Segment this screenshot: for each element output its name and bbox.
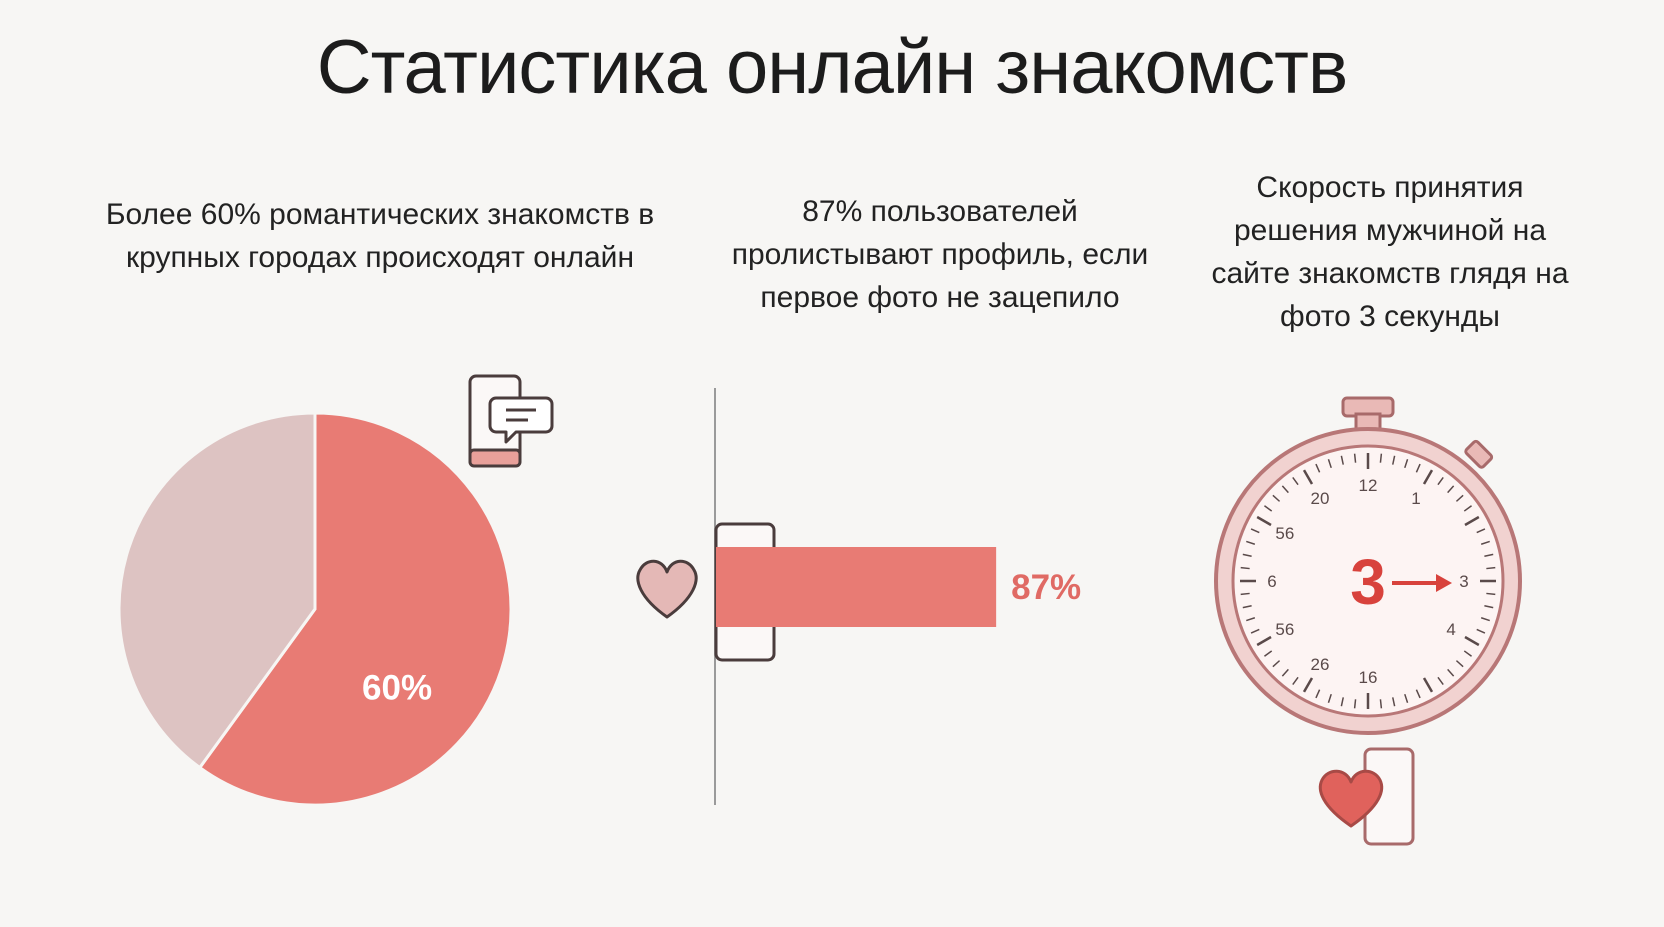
dial-label: 3	[1459, 572, 1468, 591]
bar-label-0: 87%	[1011, 568, 1081, 607]
dial-tick	[1455, 494, 1464, 502]
phone-heart-icon	[1318, 747, 1415, 846]
dial-tick	[1480, 540, 1490, 545]
pie-slice-label-0: 60%	[362, 669, 432, 708]
dial-tick	[1302, 469, 1314, 485]
dial-tick	[1250, 628, 1260, 634]
heart-icon	[636, 559, 698, 619]
dial-label: 20	[1311, 489, 1330, 508]
dial-tick	[1281, 668, 1289, 677]
dial-tick	[1353, 699, 1357, 709]
dial-label: 4	[1446, 620, 1455, 639]
dial-tick	[1272, 494, 1281, 502]
dial-tick	[1292, 676, 1299, 685]
dial-tick	[1463, 505, 1472, 512]
dial-label: 1	[1411, 489, 1420, 508]
stopwatch-value: 3	[1350, 546, 1386, 618]
page-title: Статистика онлайн знакомств	[316, 25, 1349, 110]
dial-ticks	[1240, 453, 1496, 709]
dial-tick	[1256, 515, 1272, 527]
dial-tick	[1486, 566, 1496, 570]
dial-label: 56	[1275, 620, 1294, 639]
dial-tick	[1404, 693, 1409, 703]
dial-tick	[1404, 459, 1409, 469]
dial-tick	[1327, 693, 1332, 703]
dial-tick	[1256, 635, 1272, 647]
dial-label: 56	[1275, 524, 1294, 543]
dial-tick	[1476, 528, 1486, 534]
dial-tick	[1484, 553, 1494, 557]
dial-tick	[1437, 676, 1444, 685]
dial-tick	[1455, 660, 1464, 668]
dial-tick	[1463, 650, 1472, 657]
stopwatch-arrow-head	[1436, 574, 1452, 592]
dial-tick	[1315, 689, 1321, 699]
caption-online-dating: Более 60% романтических знакомств в круп…	[105, 198, 655, 274]
dial-tick	[1464, 515, 1480, 527]
dial-tick	[1264, 650, 1273, 657]
dial-tick	[1447, 668, 1455, 677]
dial-tick	[1392, 697, 1396, 707]
dial-label: 26	[1311, 655, 1330, 674]
dial-tick	[1240, 592, 1250, 596]
dial-tick	[1415, 689, 1421, 699]
dial-tick	[1486, 592, 1496, 596]
bar-chart: 87%	[716, 547, 1081, 627]
dial-labels: 12 1 3 4 16 26 56 6 56 20	[1267, 476, 1468, 687]
dial-tick	[1292, 477, 1299, 486]
dial-tick	[1250, 528, 1260, 534]
caption-profile-swipe: 87% пользователей пролистывают профиль, …	[731, 195, 1149, 314]
pie-slice-1	[117, 411, 317, 770]
dial-tick	[1422, 677, 1434, 693]
dial-tick	[1272, 660, 1281, 668]
dial-tick	[1240, 566, 1250, 570]
bar-0	[716, 547, 997, 627]
dial-tick	[1340, 697, 1344, 707]
dial-tick	[1302, 677, 1314, 693]
dial-tick	[1437, 477, 1444, 486]
dial-tick	[1480, 617, 1490, 622]
dial-tick	[1353, 453, 1357, 463]
pie-slice-0	[197, 411, 513, 807]
dial-tick	[1379, 453, 1383, 463]
dial-tick	[1464, 635, 1480, 647]
dial-tick	[1340, 455, 1344, 465]
dial-tick	[1415, 463, 1421, 473]
dial-tick	[1484, 605, 1494, 609]
dial-tick	[1379, 699, 1383, 709]
dial-label: 6	[1267, 572, 1276, 591]
dial-tick	[1422, 469, 1434, 485]
dial-tick	[1447, 485, 1455, 494]
dial-tick	[1246, 540, 1256, 545]
dial-tick	[1264, 505, 1273, 512]
caption-decision-speed: Скорость принятия решения мужчиной на са…	[1211, 171, 1569, 333]
stopwatch-icon: 12 1 3 4 16 26 56 6 56 20 3	[1214, 396, 1522, 735]
dial-tick	[1392, 455, 1396, 465]
dial-tick	[1281, 485, 1289, 494]
dial-tick	[1246, 617, 1256, 622]
dial-label: 12	[1359, 476, 1378, 495]
dial-tick	[1327, 459, 1332, 469]
dial-tick	[1242, 553, 1252, 557]
dial-tick	[1242, 605, 1252, 609]
dial-tick	[1315, 463, 1321, 473]
dial-label: 16	[1359, 668, 1378, 687]
pie-chart: 60%	[117, 411, 513, 807]
phone-chat-icon	[468, 374, 554, 468]
dial-tick	[1476, 628, 1486, 634]
